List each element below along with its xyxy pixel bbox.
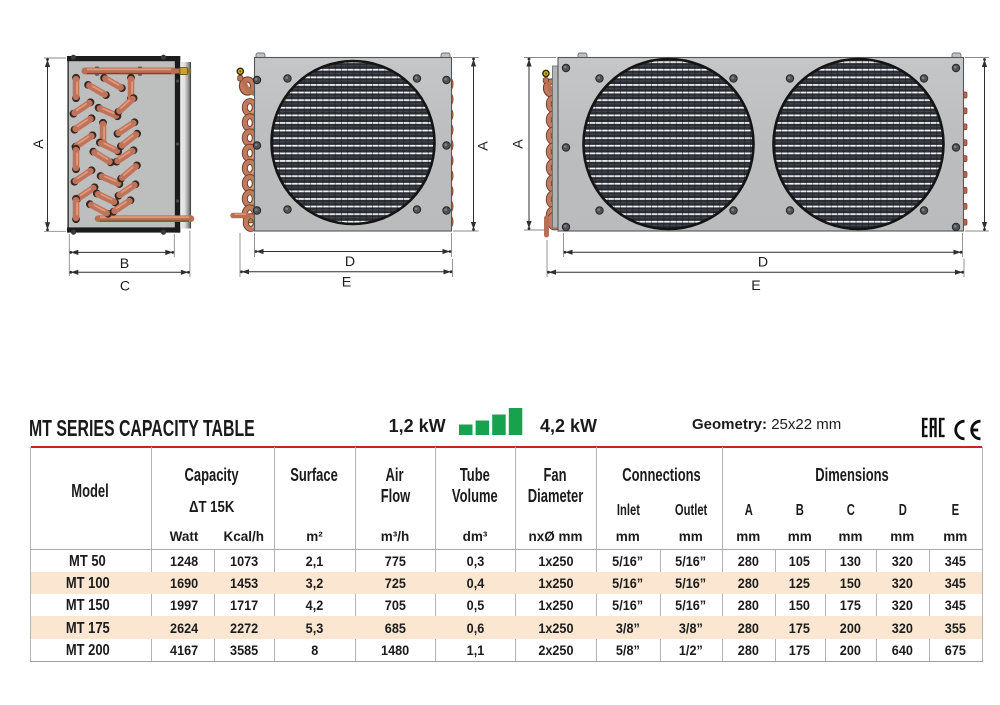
svg-text:E: E [342, 275, 351, 291]
svg-text:A: A [31, 139, 47, 149]
svg-text:D: D [758, 255, 768, 271]
svg-text:D: D [345, 254, 355, 270]
svg-text:C: C [120, 279, 130, 295]
svg-text:B: B [120, 256, 129, 272]
svg-text:E: E [751, 278, 760, 294]
svg-text:A: A [476, 141, 492, 151]
svg-text:A: A [510, 139, 526, 149]
